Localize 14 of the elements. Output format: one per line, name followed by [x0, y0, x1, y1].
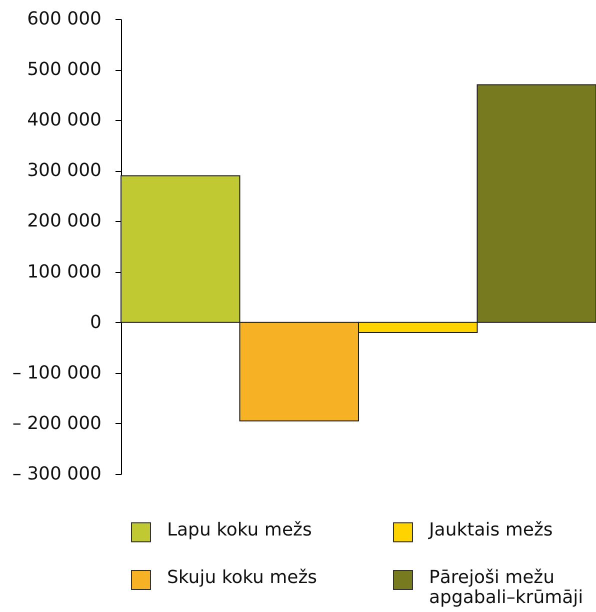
legend-label: Jauktais mežs [428, 519, 553, 540]
legend-label: Skuju koku mežs [167, 567, 318, 588]
y-tick-label: 500 000 [27, 59, 102, 80]
y-tick-label: 300 000 [27, 160, 102, 182]
y-tick-label: – 200 000 [12, 412, 102, 434]
y-tick-label: 100 000 [27, 261, 102, 282]
y-tick-label: – 100 000 [12, 362, 102, 384]
legend-label: Pārejoši mežu apgabali–krūmāji [429, 567, 584, 608]
y-tick-label: 0 [90, 312, 102, 333]
y-tick-label: 600 000 [27, 8, 102, 30]
y-tick-label: 200 000 [27, 210, 102, 232]
legend-label: Lapu koku mežs [167, 519, 312, 540]
y-tick-label: – 300 000 [12, 464, 102, 484]
y-tick-label: 400 000 [27, 110, 102, 131]
